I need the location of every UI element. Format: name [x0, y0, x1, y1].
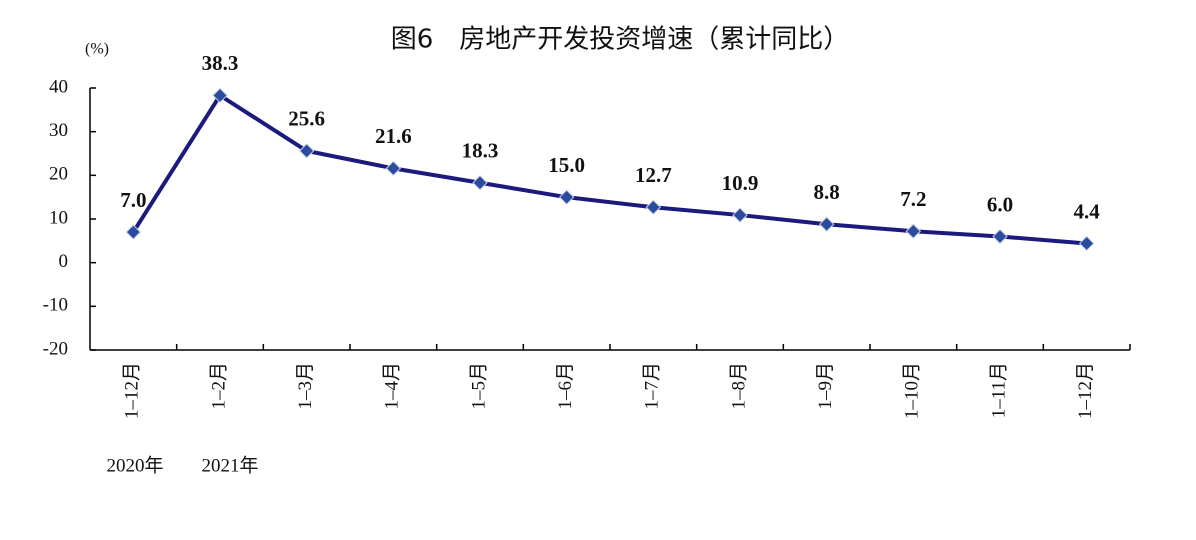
value-label: 4.4 — [1074, 199, 1101, 223]
y-tick-label: -10 — [43, 295, 68, 316]
value-label: 12.7 — [635, 163, 672, 187]
value-label: 38.3 — [202, 51, 239, 75]
value-label: 10.9 — [722, 171, 759, 195]
value-label: 7.0 — [120, 188, 146, 212]
x-tick-label: 1–10月 — [902, 362, 923, 419]
x-tick-label: 1–6月 — [555, 362, 576, 410]
x-tick-label: 1–4月 — [382, 362, 403, 410]
y-tick-label: 0 — [59, 251, 69, 272]
x-tick-label: 1–2月 — [208, 362, 229, 410]
y-tick-label: 30 — [49, 120, 68, 141]
line — [131, 93, 1087, 246]
y-tick-label: 10 — [49, 207, 68, 228]
year-label: 2020年 — [106, 454, 163, 476]
chart-title: 图6 房地产开发投资增速（累计同比） — [391, 25, 850, 55]
x-tick-label: 1–12月 — [122, 362, 143, 419]
value-label: 8.8 — [814, 180, 840, 204]
value-label: 18.3 — [462, 139, 499, 163]
y-tick-label: -20 — [43, 338, 68, 359]
marker — [732, 207, 748, 223]
marker — [385, 160, 402, 177]
marker — [1078, 235, 1095, 252]
x-tick-label: 1–7月 — [642, 362, 663, 410]
value-label: 7.2 — [900, 187, 926, 211]
value-label: 21.6 — [375, 124, 412, 148]
y-tick-label: 40 — [49, 76, 68, 97]
marker — [558, 189, 575, 205]
x-tick-label: 1–12月 — [1075, 362, 1096, 419]
marker — [905, 223, 922, 239]
x-tick-label: 1–8月 — [728, 362, 749, 410]
x-tick-label: 1–5月 — [468, 362, 489, 410]
marker — [298, 143, 315, 159]
marker — [472, 175, 488, 191]
x-tick-label: 1–3月 — [295, 362, 316, 410]
y-unit: (%) — [85, 41, 109, 58]
value-label: 25.6 — [288, 107, 325, 131]
x-tick-label: 1–9月 — [815, 362, 836, 410]
marker — [992, 228, 1008, 245]
year-label: 2021年 — [201, 454, 258, 476]
value-label: 15.0 — [548, 153, 585, 177]
marker — [125, 224, 142, 240]
x-tick-label: 1–11月 — [988, 362, 1009, 418]
y-tick-label: 20 — [49, 164, 68, 185]
marker — [818, 216, 835, 232]
marker — [212, 87, 228, 104]
value-label: 6.0 — [987, 192, 1013, 216]
marker — [645, 199, 662, 215]
